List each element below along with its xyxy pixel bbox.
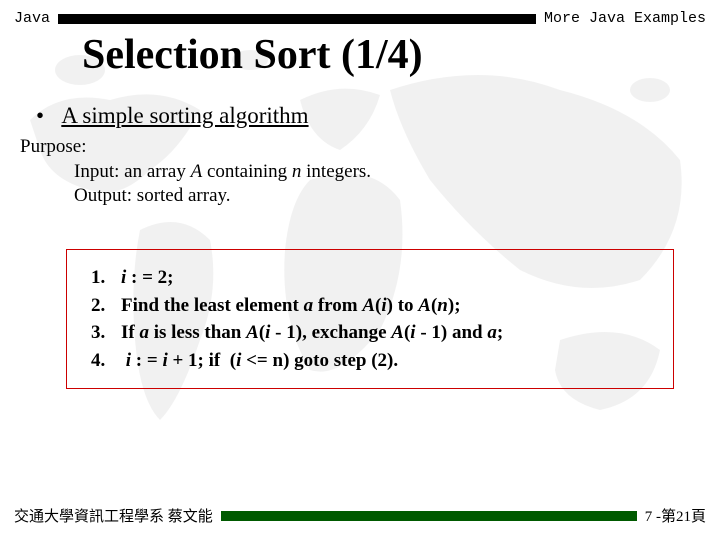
algo-step-1: 1.i : = 2; (91, 264, 663, 292)
purpose-input: Input: an array A containing n integers. (74, 160, 720, 185)
algo-step-4: 4. i : = i + 1; if (i <= n) goto step (2… (91, 347, 663, 375)
footer-bar: 交通大學資訊工程學系 蔡文能 7 -第21頁 (0, 505, 720, 526)
algo-step-2: 2.Find the least element a from A(i) to … (91, 292, 663, 320)
footer-right-text: 7 -第21頁 (645, 505, 706, 526)
algo-step-3: 3.If a is less than A(i - 1), exchange A… (91, 319, 663, 347)
bullet-text: A simple sorting algorithm (61, 103, 308, 128)
bullet-line: • A simple sorting algorithm (36, 103, 720, 129)
slide-title: Selection Sort (1/4) (82, 31, 720, 79)
purpose-label: Purpose: (20, 135, 720, 160)
purpose-output: Output: sorted array. (74, 184, 720, 209)
purpose-block: Purpose: Input: an array A containing n … (20, 135, 720, 209)
footer-rule (221, 511, 637, 521)
header-bar: Java More Java Examples (0, 0, 720, 27)
algorithm-box: 1.i : = 2; 2.Find the least element a fr… (66, 249, 674, 389)
header-right-label: More Java Examples (544, 10, 706, 27)
header-left-label: Java (14, 10, 50, 27)
header-rule (58, 14, 536, 24)
algorithm-steps: 1.i : = 2; 2.Find the least element a fr… (91, 264, 663, 374)
footer-left-text: 交通大學資訊工程學系 蔡文能 (14, 505, 213, 526)
